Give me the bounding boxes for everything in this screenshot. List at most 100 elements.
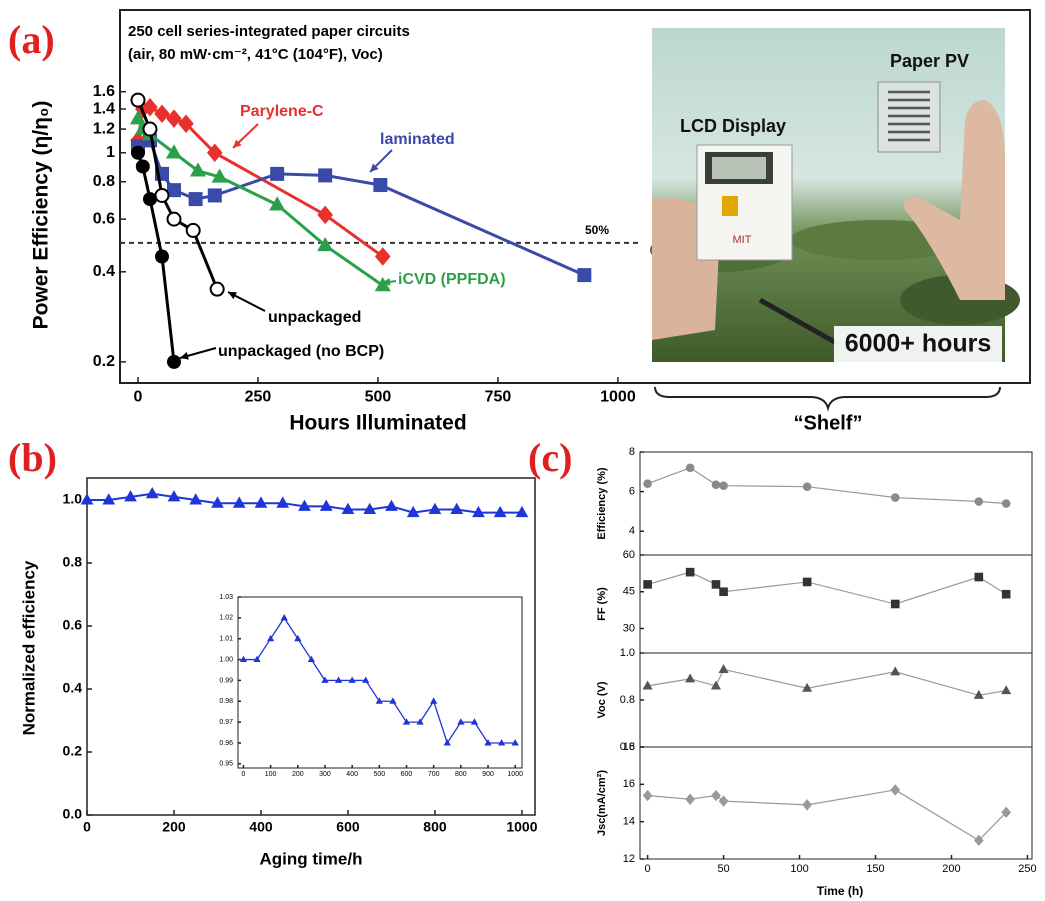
x-tick-label: 50 xyxy=(717,863,729,875)
x-axis-label: Aging time/h xyxy=(260,849,363,868)
y-tick-label: 0.97 xyxy=(219,719,233,726)
y-tick-label: 1.0 xyxy=(620,647,635,659)
marker xyxy=(493,505,507,518)
x-tick-label: 750 xyxy=(485,389,512,406)
marker xyxy=(166,183,181,198)
marker xyxy=(710,680,722,690)
marker xyxy=(167,490,181,502)
axis-label: Normalized efficiency xyxy=(19,560,38,735)
marker xyxy=(206,143,223,162)
marker xyxy=(178,114,194,133)
marker xyxy=(685,793,695,805)
marker xyxy=(154,187,170,203)
marker xyxy=(211,168,228,183)
series-line xyxy=(647,668,1007,696)
marker xyxy=(974,572,984,582)
y-tick-label: 1.0 xyxy=(63,491,83,507)
series-line xyxy=(136,105,384,258)
y-tick-label: 12 xyxy=(623,853,635,865)
y-tick-label: 0.0 xyxy=(63,806,83,822)
x-tick-label: 900 xyxy=(482,771,494,778)
marker xyxy=(802,577,812,587)
series-label: unpackaged (no BCP) xyxy=(218,343,384,360)
arrow-head xyxy=(228,292,237,300)
series-line xyxy=(137,138,585,277)
marker xyxy=(718,664,729,673)
marker xyxy=(239,655,248,663)
logo-text: MIT xyxy=(733,234,752,246)
y-tick-label: 6 xyxy=(629,486,635,498)
marker xyxy=(974,497,984,506)
marker xyxy=(124,490,137,502)
y-tick-label: 4 xyxy=(629,525,635,537)
axis-label: Power Efficiency (η/η₀) xyxy=(30,101,53,330)
marker xyxy=(142,97,158,117)
series-label: laminated xyxy=(380,131,455,148)
marker xyxy=(154,249,169,264)
x-tick-label: 0 xyxy=(241,771,245,778)
x-tick-label: 100 xyxy=(790,863,808,875)
panel-label: (b) xyxy=(8,435,57,480)
x-tick-label: 250 xyxy=(245,389,272,406)
marker xyxy=(270,166,285,181)
marker xyxy=(232,496,246,508)
marker xyxy=(276,496,290,508)
marker xyxy=(890,493,900,502)
x-tick-label: 200 xyxy=(162,818,186,834)
x-tick-label: 0 xyxy=(83,818,91,834)
y-tick-label: 0.8 xyxy=(63,554,83,570)
wire xyxy=(758,297,842,348)
marker xyxy=(80,493,94,505)
marker xyxy=(643,580,652,589)
x-tick-label: 200 xyxy=(942,863,960,875)
y-tick-label: 45 xyxy=(623,586,635,598)
marker xyxy=(294,634,302,642)
photo-label: 6000+ hours xyxy=(845,330,992,358)
y-tick-label: 30 xyxy=(623,622,635,634)
marker xyxy=(211,496,224,508)
photo-label: LCD Display xyxy=(680,116,786,136)
marker xyxy=(719,481,728,490)
marker xyxy=(402,718,411,725)
marker xyxy=(515,505,529,518)
x-tick-label: 500 xyxy=(373,771,385,778)
marker xyxy=(577,268,592,283)
marker xyxy=(189,162,206,177)
marker xyxy=(362,676,370,683)
lcd-digits xyxy=(712,157,766,179)
marker xyxy=(307,655,315,663)
marker xyxy=(166,354,181,369)
x-tick-label: 1000 xyxy=(600,389,636,406)
series-label: iCVD (PPFDA) xyxy=(398,271,506,288)
marker xyxy=(207,188,222,203)
pv-cells xyxy=(888,90,930,142)
y-tick-label: 1.2 xyxy=(93,120,115,137)
y-tick-label: 1 xyxy=(106,144,115,161)
marker xyxy=(470,718,479,725)
y-tick-label: 8 xyxy=(629,446,635,458)
marker xyxy=(719,587,728,597)
marker xyxy=(416,718,424,725)
x-tick-label: 1000 xyxy=(507,771,523,778)
series-label: unpackaged xyxy=(268,309,361,326)
marker xyxy=(973,834,984,847)
marker xyxy=(498,739,506,746)
marker xyxy=(142,121,158,137)
series-line xyxy=(647,571,1007,605)
y-tick-label: 0.6 xyxy=(63,617,83,633)
marker xyxy=(129,110,147,125)
subplot-frame xyxy=(639,554,1033,654)
marker xyxy=(254,496,268,508)
y-tick-label: 0.98 xyxy=(219,698,233,705)
marker xyxy=(166,109,182,128)
panel-label: (a) xyxy=(8,17,55,62)
x-tick-label: 150 xyxy=(866,863,884,875)
x-tick-label: 0 xyxy=(645,863,651,875)
arrow-head xyxy=(180,352,189,360)
marker xyxy=(802,682,813,692)
chart-subtitle: (air, 80 mW·cm⁻², 41°C (104°F), Voc) xyxy=(128,46,383,63)
inset-frame xyxy=(237,596,523,769)
y-tick-label: 0.2 xyxy=(63,743,83,759)
marker xyxy=(317,236,334,252)
